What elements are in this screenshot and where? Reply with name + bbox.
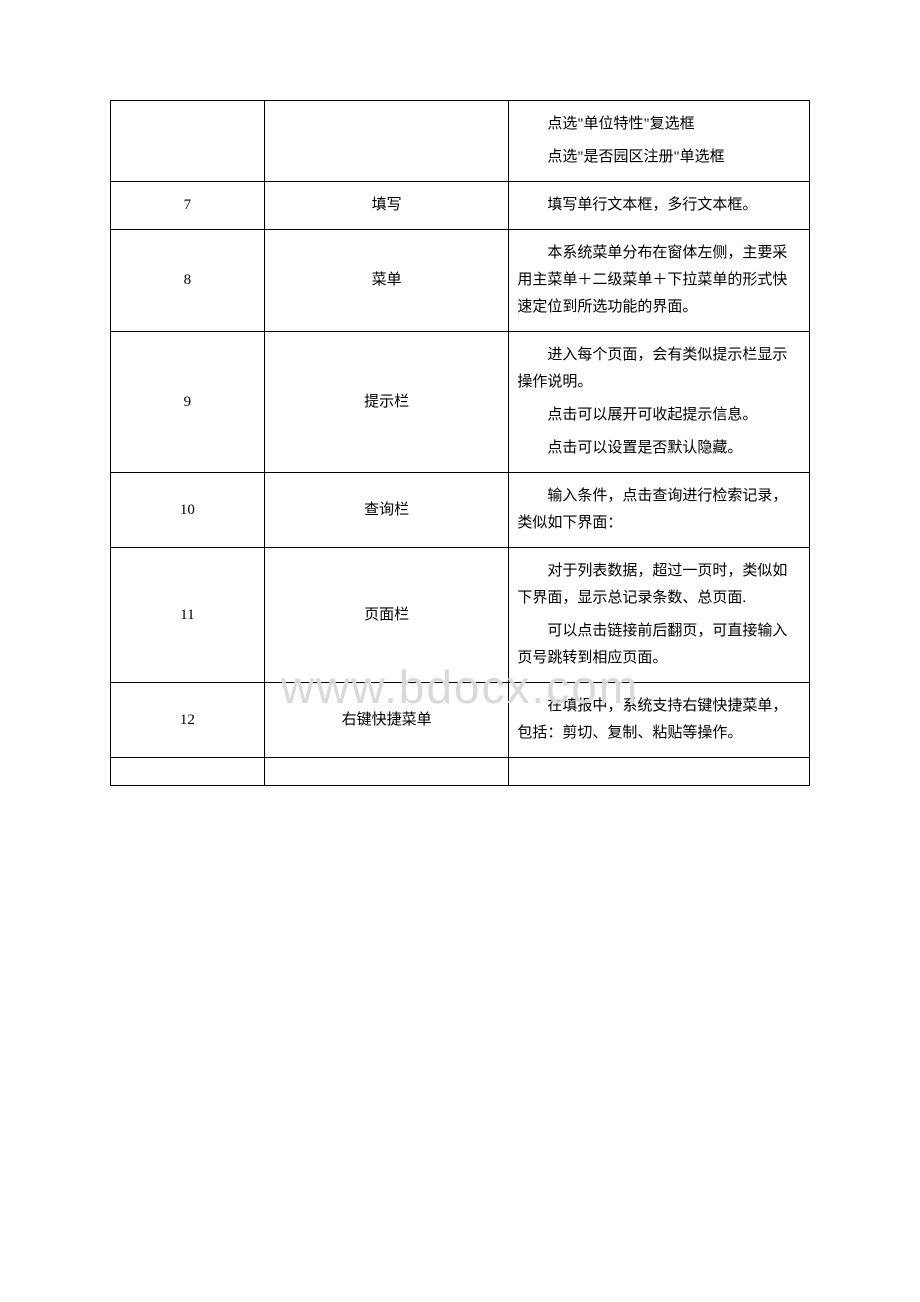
row-term-cell xyxy=(264,101,509,182)
row-term-cell xyxy=(264,758,509,786)
desc-paragraph: 进入每个页面，会有类似提示栏显示操作说明。 xyxy=(517,342,801,396)
row-num-cell: 10 xyxy=(111,473,265,548)
table-row: 12 右键快捷菜单 在填报中，系统支持右键快捷菜单，包括：剪切、复制、粘贴等操作… xyxy=(111,683,810,758)
row-desc-cell: 填写单行文本框，多行文本框。 xyxy=(509,182,810,230)
row-term-cell: 右键快捷菜单 xyxy=(264,683,509,758)
table-row: 10 查询栏 输入条件，点击查询进行检索记录，类似如下界面： xyxy=(111,473,810,548)
desc-paragraph: 填写单行文本框，多行文本框。 xyxy=(517,192,801,219)
row-num-cell: 11 xyxy=(111,548,265,683)
row-num-cell xyxy=(111,101,265,182)
row-desc-cell: 本系统菜单分布在窗体左侧，主要采用主菜单＋二级菜单＋下拉菜单的形式快速定位到所选… xyxy=(509,230,810,332)
desc-paragraph: 在填报中，系统支持右键快捷菜单，包括：剪切、复制、粘贴等操作。 xyxy=(517,693,801,747)
row-num-cell: 8 xyxy=(111,230,265,332)
row-term-cell: 查询栏 xyxy=(264,473,509,548)
row-num-cell: 9 xyxy=(111,332,265,473)
table-row: 7 填写 填写单行文本框，多行文本框。 xyxy=(111,182,810,230)
desc-paragraph: 本系统菜单分布在窗体左侧，主要采用主菜单＋二级菜单＋下拉菜单的形式快速定位到所选… xyxy=(517,240,801,321)
desc-paragraph: 点击可以设置是否默认隐藏。 xyxy=(517,435,801,462)
row-num-cell xyxy=(111,758,265,786)
desc-paragraph: 点击可以展开可收起提示信息。 xyxy=(517,402,801,429)
page-container: 点选"单位特性"复选框 点选"是否园区注册"单选框 7 填写 填写单行文本框，多… xyxy=(0,0,920,786)
table-row: 8 菜单 本系统菜单分布在窗体左侧，主要采用主菜单＋二级菜单＋下拉菜单的形式快速… xyxy=(111,230,810,332)
row-desc-cell xyxy=(509,758,810,786)
row-num-cell: 7 xyxy=(111,182,265,230)
row-desc-cell: 点选"单位特性"复选框 点选"是否园区注册"单选框 xyxy=(509,101,810,182)
desc-paragraph: 点选"单位特性"复选框 xyxy=(517,111,801,138)
desc-paragraph: 对于列表数据，超过一页时，类似如下界面，显示总记录条数、总页面. xyxy=(517,558,801,612)
table-row-empty xyxy=(111,758,810,786)
desc-paragraph: 输入条件，点击查询进行检索记录，类似如下界面： xyxy=(517,483,801,537)
desc-paragraph: 可以点击链接前后翻页，可直接输入页号跳转到相应页面。 xyxy=(517,618,801,672)
row-desc-cell: 在填报中，系统支持右键快捷菜单，包括：剪切、复制、粘贴等操作。 xyxy=(509,683,810,758)
table-row: 11 页面栏 对于列表数据，超过一页时，类似如下界面，显示总记录条数、总页面. … xyxy=(111,548,810,683)
table-row: 9 提示栏 进入每个页面，会有类似提示栏显示操作说明。 点击可以展开可收起提示信… xyxy=(111,332,810,473)
desc-paragraph: 点选"是否园区注册"单选框 xyxy=(517,144,801,171)
row-term-cell: 提示栏 xyxy=(264,332,509,473)
terms-table: 点选"单位特性"复选框 点选"是否园区注册"单选框 7 填写 填写单行文本框，多… xyxy=(110,100,810,786)
row-desc-cell: 进入每个页面，会有类似提示栏显示操作说明。 点击可以展开可收起提示信息。 点击可… xyxy=(509,332,810,473)
table-row: 点选"单位特性"复选框 点选"是否园区注册"单选框 xyxy=(111,101,810,182)
row-desc-cell: 输入条件，点击查询进行检索记录，类似如下界面： xyxy=(509,473,810,548)
row-term-cell: 菜单 xyxy=(264,230,509,332)
row-desc-cell: 对于列表数据，超过一页时，类似如下界面，显示总记录条数、总页面. 可以点击链接前… xyxy=(509,548,810,683)
row-num-cell: 12 xyxy=(111,683,265,758)
row-term-cell: 填写 xyxy=(264,182,509,230)
row-term-cell: 页面栏 xyxy=(264,548,509,683)
